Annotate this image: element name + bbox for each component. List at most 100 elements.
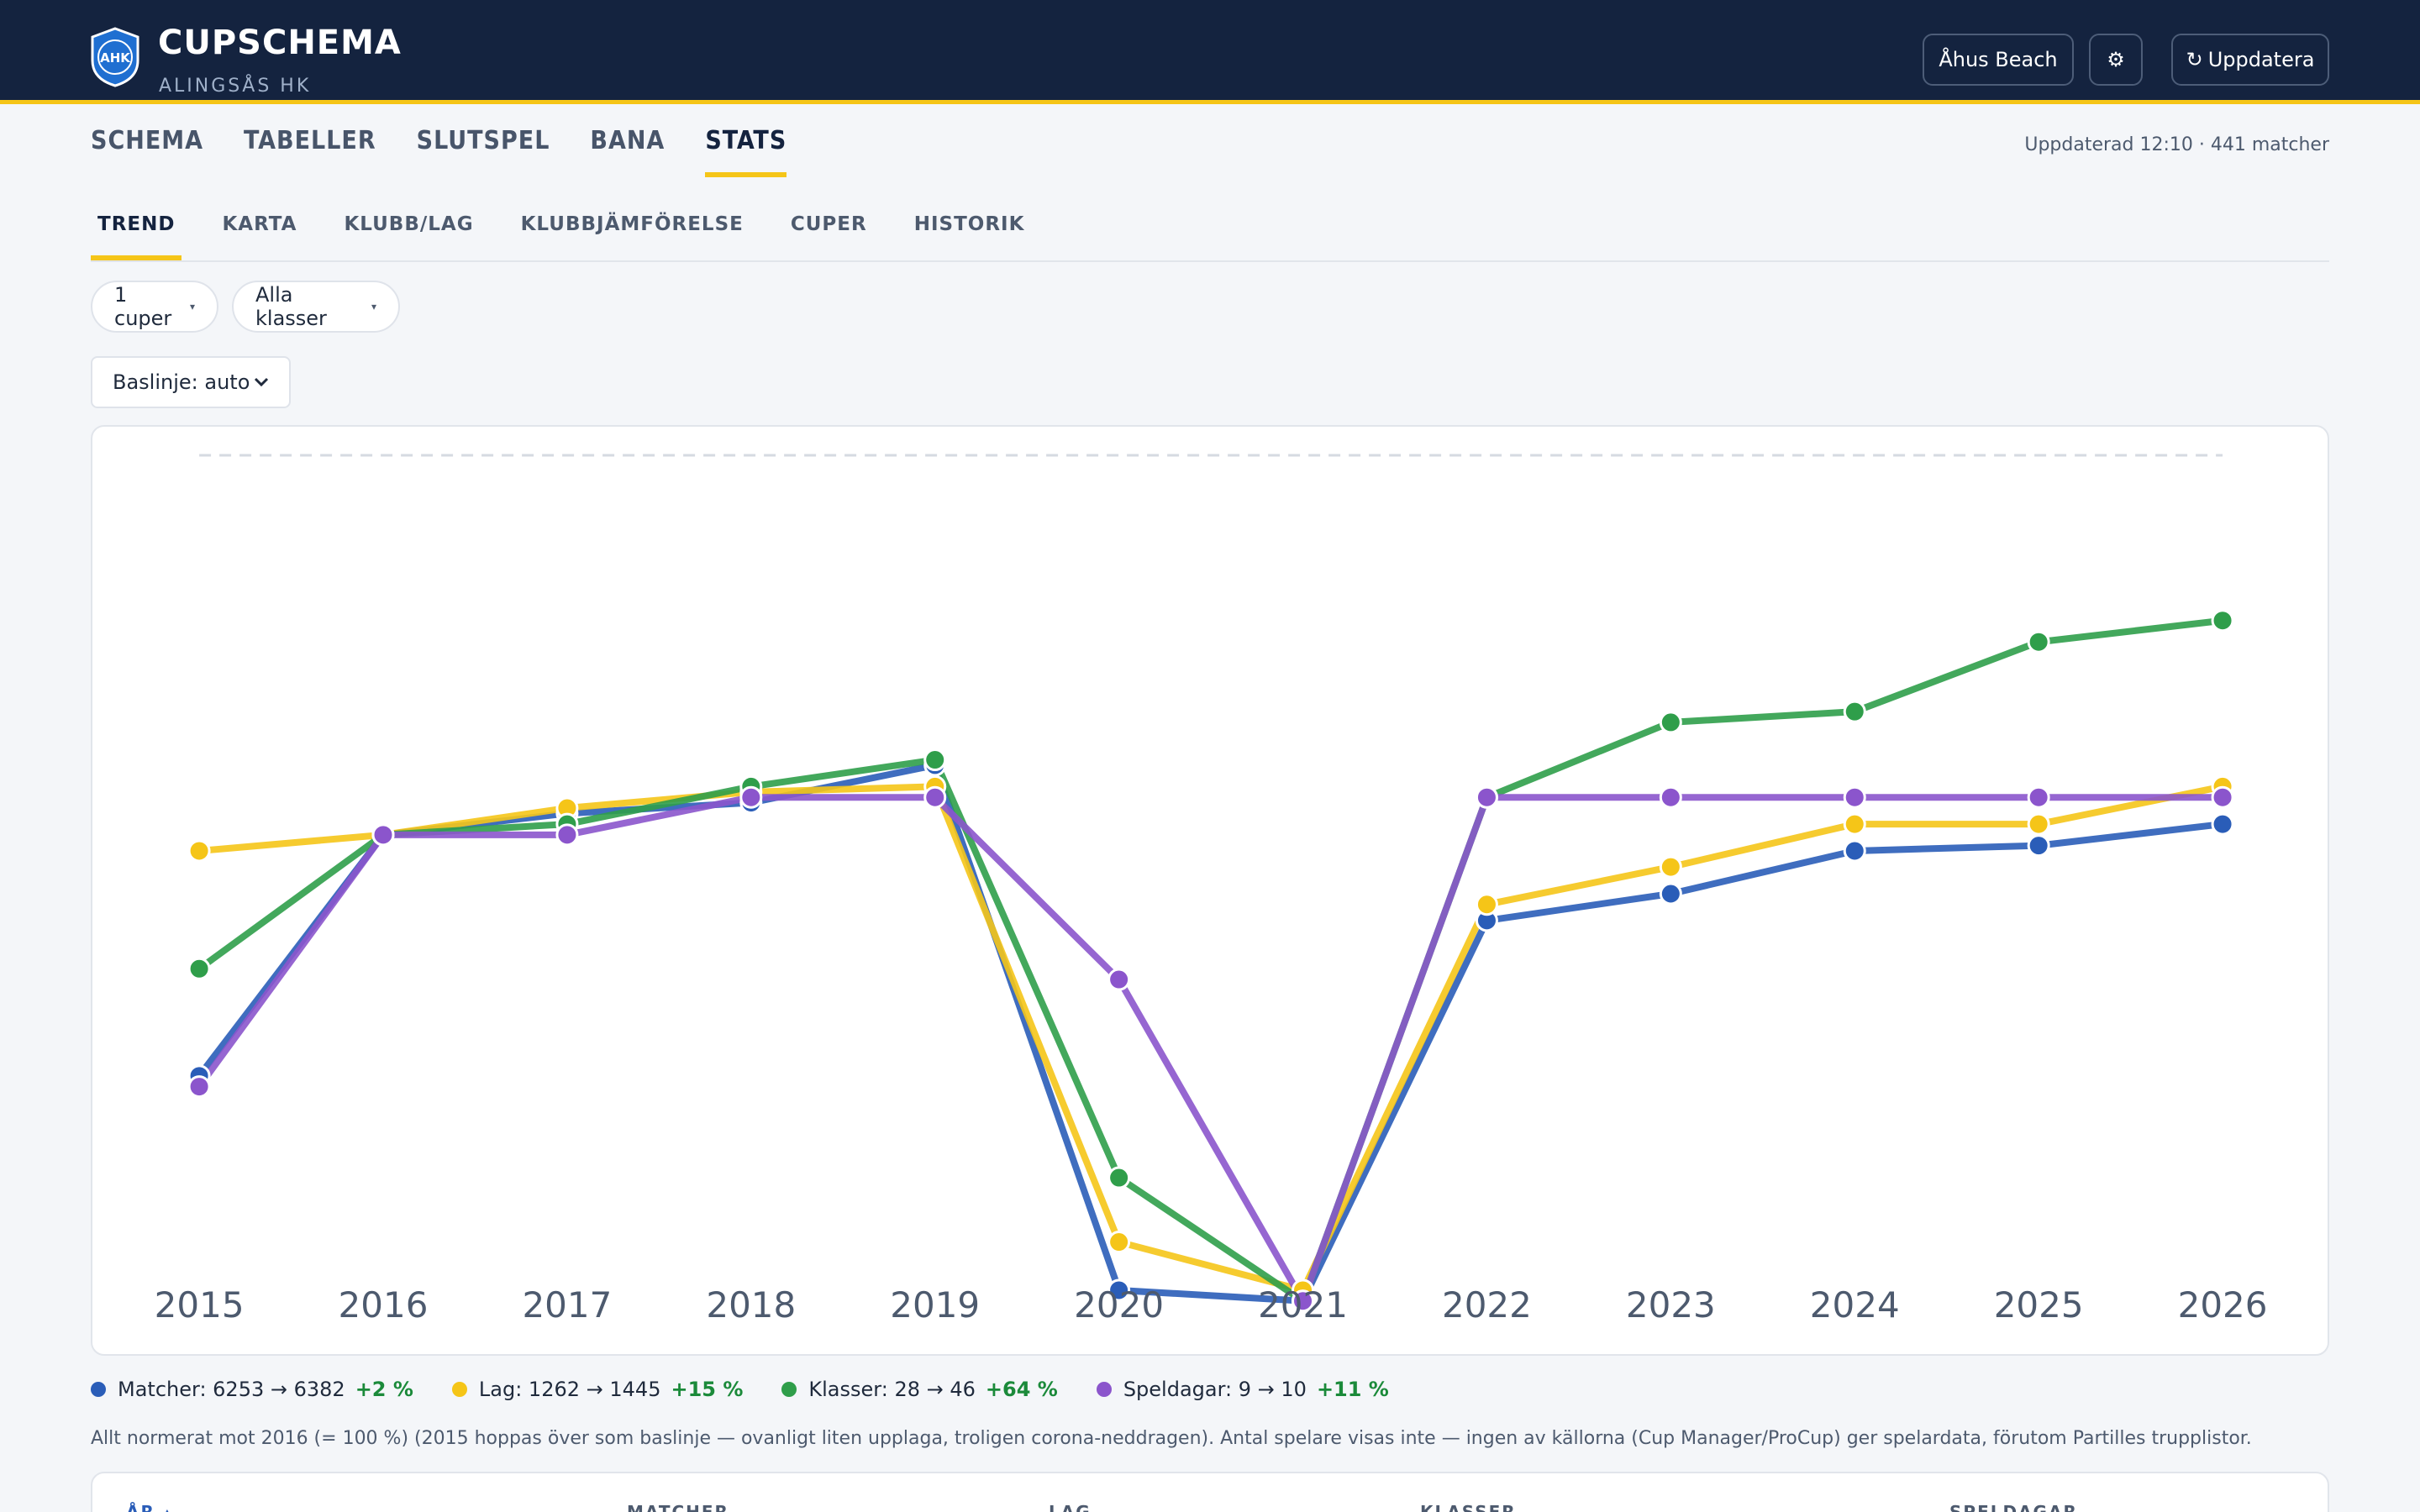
refresh-icon: ↻ (2186, 48, 2203, 71)
legend-dot (91, 1382, 106, 1397)
data-point-lag-2015[interactable] (187, 839, 211, 863)
subtab-klubbjamforelse[interactable]: KLUBBJÄMFÖRELSE (520, 213, 744, 235)
caret-down-icon: ▾ (371, 301, 376, 312)
legend-label: Lag: 1262 → 1445 (478, 1378, 661, 1401)
app-title: CUPSCHEMA (158, 24, 402, 62)
data-point-klasser-2025[interactable] (2027, 630, 2050, 654)
column-header-matcher[interactable]: MATCHER (627, 1502, 729, 1512)
legend-change: +11 % (1316, 1378, 1389, 1401)
column-header-year[interactable]: ÅR ▴ (126, 1502, 173, 1512)
column-header-lag[interactable]: LAG (1049, 1502, 1092, 1512)
legend-dot (781, 1382, 797, 1397)
data-point-speldagar-2024[interactable] (1843, 785, 1866, 809)
venue-button[interactable]: Åhus Beach (1923, 34, 2074, 86)
data-point-speldagar-2018[interactable] (739, 785, 763, 809)
top-bar: AHK CUPSCHEMA ALINGSÅS HK Åhus Beach ⚙ ↻… (0, 0, 2420, 104)
refresh-label: Uppdatera (2207, 48, 2315, 71)
data-point-matcher-2025[interactable] (2027, 834, 2050, 858)
classes-filter-label: Alla klasser (255, 283, 327, 330)
x-tick-label: 2026 (2178, 1284, 2268, 1326)
data-point-matcher-2023[interactable] (1659, 882, 1682, 906)
main-nav: SCHEMA TABELLER SLUTSPEL BANA STATS (91, 126, 827, 177)
classes-filter[interactable]: Alla klasser ▾ (232, 281, 400, 333)
settings-button[interactable]: ⚙ (2089, 34, 2143, 86)
caret-down-icon: ▾ (189, 301, 195, 312)
data-point-speldagar-2017[interactable] (555, 823, 579, 847)
x-tick-label: 2015 (155, 1284, 245, 1326)
x-tick-label: 2016 (339, 1284, 429, 1326)
subtab-historik[interactable]: HISTORIK (913, 213, 1025, 235)
legend-item-matcher: Matcher: 6253 → 6382 +2 % (91, 1378, 413, 1401)
data-point-speldagar-2016[interactable] (371, 823, 395, 847)
app-subtitle: ALINGSÅS HK (159, 76, 312, 97)
x-tick-label: 2024 (1810, 1284, 1900, 1326)
x-tick-label: 2021 (1258, 1284, 1348, 1326)
tab-schema[interactable]: SCHEMA (91, 126, 204, 155)
data-point-lag-2023[interactable] (1659, 855, 1682, 879)
data-point-matcher-2026[interactable] (2211, 812, 2234, 836)
x-tick-label: 2018 (706, 1284, 796, 1326)
tab-stats[interactable]: STATS (705, 126, 787, 177)
legend-item-speldagar: Speldagar: 9 → 10 +11 % (1096, 1378, 1389, 1401)
trend-chart: 2015 2016 2017 2018 2019 2020 2021 2022 2023 2024… (155, 454, 2268, 1326)
updated-status: Uppdaterad 12:10 · 441 matcher (2024, 134, 2329, 155)
data-point-lag-2020[interactable] (1107, 1231, 1131, 1254)
data-point-klasser-2024[interactable] (1843, 700, 1866, 723)
data-point-klasser-2023[interactable] (1659, 711, 1682, 734)
legend-change: +64 % (985, 1378, 1058, 1401)
series-line-lag (198, 783, 2223, 1294)
data-point-matcher-2024[interactable] (1843, 839, 1866, 863)
data-point-lag-2025[interactable] (2027, 812, 2050, 836)
data-point-speldagar-2021[interactable] (1292, 1289, 1315, 1313)
subtab-cuper[interactable]: CUPER (790, 213, 867, 235)
legend-label: Speldagar: 9 → 10 (1123, 1378, 1307, 1401)
data-point-lag-2022[interactable] (1475, 893, 1498, 916)
data-point-klasser-2019[interactable] (923, 748, 947, 772)
refresh-button[interactable]: ↻ Uppdatera (2171, 34, 2329, 86)
data-point-klasser-2020[interactable] (1107, 1166, 1131, 1189)
subtab-karta[interactable]: KARTA (222, 213, 297, 235)
stats-table: ÅR ▴ MATCHER LAG KLASSER SPELDAGAR (91, 1472, 2329, 1512)
data-point-speldagar-2015[interactable] (187, 1075, 211, 1099)
chart-legend: Matcher: 6253 → 6382 +2 % Lag: 1262 → 14… (91, 1378, 1428, 1401)
subtab-klubb-lag[interactable]: KLUBB/LAG (344, 213, 474, 235)
data-point-matcher-2020[interactable] (1107, 1278, 1131, 1302)
data-point-speldagar-2022[interactable] (1475, 785, 1498, 809)
club-logo-icon: AHK (91, 27, 139, 87)
subtab-trend[interactable]: TREND (91, 213, 182, 260)
data-point-speldagar-2020[interactable] (1107, 968, 1131, 991)
data-point-klasser-2015[interactable] (187, 957, 211, 980)
x-tick-label: 2022 (1442, 1284, 1532, 1326)
data-point-klasser-2026[interactable] (2211, 609, 2234, 633)
data-point-speldagar-2019[interactable] (923, 785, 947, 809)
tab-tabeller[interactable]: TABELLER (244, 126, 376, 155)
cups-filter-label: 1 cuper (114, 283, 172, 330)
column-header-speldagar[interactable]: SPELDAGAR (1949, 1502, 2078, 1512)
legend-dot (451, 1382, 467, 1397)
legend-item-lag: Lag: 1262 → 1445 +15 % (451, 1378, 743, 1401)
trend-chart-card: 2015 2016 2017 2018 2019 2020 2021 2022 2023 2024… (91, 425, 2329, 1356)
cups-filter[interactable]: 1 cuper ▾ (91, 281, 218, 333)
legend-label: Klasser: 28 → 46 (808, 1378, 976, 1401)
logo-text: AHK (100, 50, 131, 66)
baseline-select[interactable]: Baslinje: auto (91, 356, 291, 408)
chevron-down-icon (254, 377, 269, 387)
chart-note: Allt normerat mot 2016 (= 100 %) (2015 h… (91, 1428, 2252, 1449)
column-header-klasser[interactable]: KLASSER (1420, 1502, 1517, 1512)
legend-dot (1096, 1382, 1112, 1397)
x-tick-label: 2019 (890, 1284, 980, 1326)
sub-nav: TREND KARTA KLUBB/LAG KLUBBJÄMFÖRELSE CU… (91, 213, 2329, 262)
data-point-speldagar-2023[interactable] (1659, 785, 1682, 809)
x-tick-label: 2020 (1074, 1284, 1164, 1326)
legend-change: +2 % (355, 1378, 413, 1401)
data-point-speldagar-2025[interactable] (2027, 785, 2050, 809)
legend-item-klasser: Klasser: 28 → 46 +64 % (781, 1378, 1058, 1401)
x-tick-label: 2023 (1626, 1284, 1716, 1326)
x-tick-label: 2017 (522, 1284, 612, 1326)
gear-icon: ⚙ (2107, 48, 2125, 71)
tab-slutspel[interactable]: SLUTSPEL (416, 126, 550, 155)
data-point-speldagar-2026[interactable] (2211, 785, 2234, 809)
tab-bana[interactable]: BANA (590, 126, 666, 155)
data-point-lag-2024[interactable] (1843, 812, 1866, 836)
series-line-speldagar (196, 794, 2223, 1305)
